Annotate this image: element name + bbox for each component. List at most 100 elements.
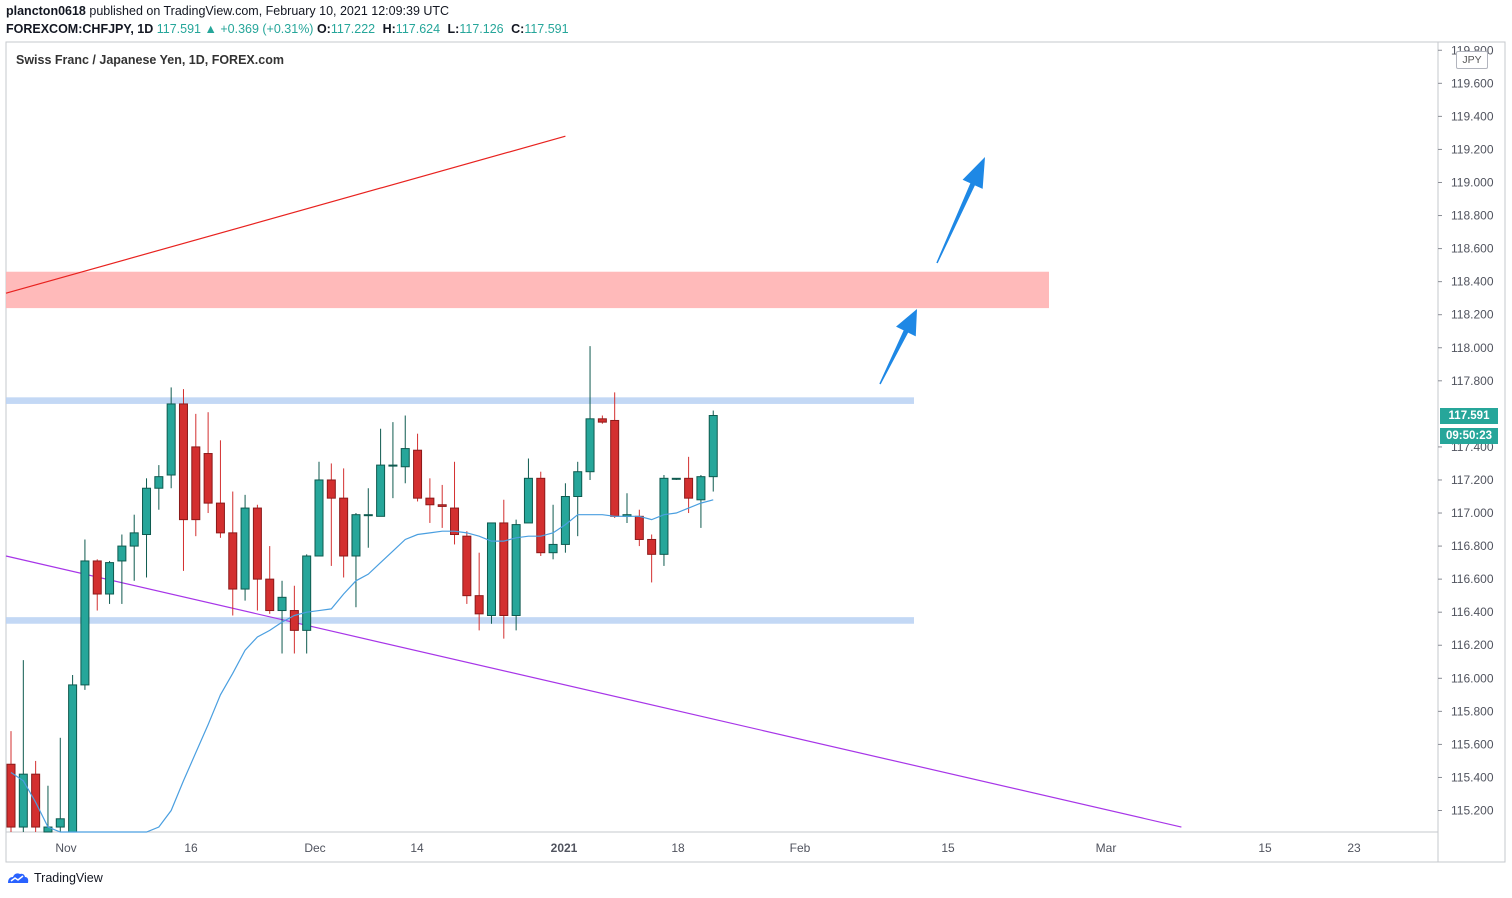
price-tick-label: 116.000 — [1451, 671, 1494, 685]
red-trendline[interactable] — [5, 135, 566, 294]
price-tick-label: 115.800 — [1451, 704, 1494, 718]
bearish-candle — [31, 760, 41, 832]
bullish-candle — [659, 475, 669, 566]
bearish-candle — [536, 471, 546, 556]
bullish-candle — [696, 475, 706, 528]
open-value: 117.222 — [330, 22, 376, 36]
tradingview-logo-icon — [8, 873, 29, 883]
bearish-candle — [474, 552, 484, 631]
bullish-candle — [671, 477, 681, 480]
candle-body — [486, 522, 496, 616]
bullish-candle — [548, 504, 558, 560]
ohlc-line: FOREXCOM:CHFJPY, 1D 117.591 ▲ +0.369 (+0… — [6, 22, 573, 36]
bullish-candle — [560, 483, 570, 553]
bearish-candle — [228, 491, 238, 616]
candle-body — [339, 497, 349, 557]
bullish-candle — [117, 534, 127, 604]
bearish-candle — [215, 440, 225, 538]
bullish-candle — [43, 785, 53, 833]
bullish-candle — [351, 513, 361, 608]
bearish-candle — [326, 463, 336, 566]
price-tick-label: 118.800 — [1451, 209, 1494, 223]
range-top — [6, 397, 914, 404]
candle-body — [585, 418, 595, 473]
candle-body — [166, 403, 176, 476]
bearish-candle — [92, 559, 102, 611]
time-tick-label: 23 — [1347, 841, 1361, 855]
candle-body — [511, 524, 521, 616]
candle-body — [400, 448, 410, 468]
last-price-tag: 117.591 — [1440, 408, 1498, 424]
bullish-candle — [376, 428, 386, 517]
bearish-candle — [252, 504, 262, 611]
bearish-candle — [339, 468, 349, 578]
bearish-candle — [289, 585, 299, 654]
candle-body — [647, 538, 657, 555]
bullish-candle — [277, 580, 287, 654]
change-text: +0.369 (+0.31%) — [220, 22, 314, 36]
candle-body — [474, 595, 484, 615]
high-label: H: — [382, 22, 396, 36]
candle-body — [573, 471, 583, 497]
time-tick-label: 18 — [671, 841, 685, 855]
bullish-candle — [523, 458, 533, 524]
price-tick-label: 116.800 — [1451, 539, 1494, 553]
bullish-candle — [68, 674, 78, 833]
bullish-candle — [511, 519, 521, 631]
bullish-candle — [486, 522, 496, 624]
candle-body — [80, 560, 90, 686]
candle-body — [684, 477, 694, 499]
bearish-candle — [647, 534, 657, 583]
bullish-candle — [573, 461, 583, 537]
candle-body — [499, 522, 509, 616]
author-name[interactable]: plancton0618 — [6, 4, 86, 18]
currency-badge[interactable]: JPY — [1456, 51, 1488, 69]
candle-body — [708, 415, 718, 478]
candle-body — [314, 479, 324, 557]
footer-brand[interactable]: TradingView — [6, 871, 103, 885]
candle-body — [560, 495, 570, 545]
purple-trendline[interactable] — [5, 555, 1182, 828]
price-tick-label: 118.400 — [1451, 275, 1494, 289]
price-tick-label: 118.000 — [1451, 341, 1494, 355]
candle-body — [671, 477, 681, 480]
price-tick-label: 116.400 — [1451, 605, 1494, 619]
range-bottom — [6, 617, 914, 624]
bullish-candle — [80, 539, 90, 690]
candle-body — [252, 507, 262, 580]
open-label: O: — [316, 22, 331, 36]
price-tick-label: 119.200 — [1451, 142, 1494, 156]
bearish-candle — [178, 389, 188, 571]
price-tick-label: 115.200 — [1451, 804, 1494, 818]
candle-body — [548, 543, 558, 554]
bullish-candle — [129, 514, 139, 581]
candle-body — [142, 487, 152, 536]
candle-body — [388, 464, 398, 467]
price-tick-label: 119.000 — [1451, 175, 1494, 189]
candle-body — [634, 515, 644, 540]
time-tick-label: Nov — [55, 841, 76, 855]
bearish-candle — [437, 484, 447, 528]
candle-body — [191, 446, 201, 521]
candle-body — [425, 497, 435, 506]
symbol-label: FOREXCOM:CHFJPY, 1D — [6, 22, 154, 36]
high-value: 117.624 — [395, 22, 441, 36]
bullish-candle — [388, 422, 398, 499]
candle-body — [536, 477, 546, 554]
small-up-arrow[interactable] — [879, 309, 917, 385]
large-up-arrow[interactable] — [936, 157, 985, 264]
bullish-candle — [166, 387, 176, 489]
time-tick-label: 14 — [410, 841, 424, 855]
candle-body — [696, 476, 706, 501]
candle-body — [55, 818, 65, 828]
candle-body — [302, 555, 312, 631]
last-price: 117.591 — [156, 22, 201, 36]
candle-body — [154, 476, 164, 489]
time-tick-label: Mar — [1096, 841, 1117, 855]
price-tick-label: 115.400 — [1451, 770, 1494, 784]
plot-frame — [5, 41, 1439, 833]
candle-body — [289, 610, 299, 631]
close-label: C: — [511, 22, 525, 36]
bullish-candle — [154, 465, 164, 510]
